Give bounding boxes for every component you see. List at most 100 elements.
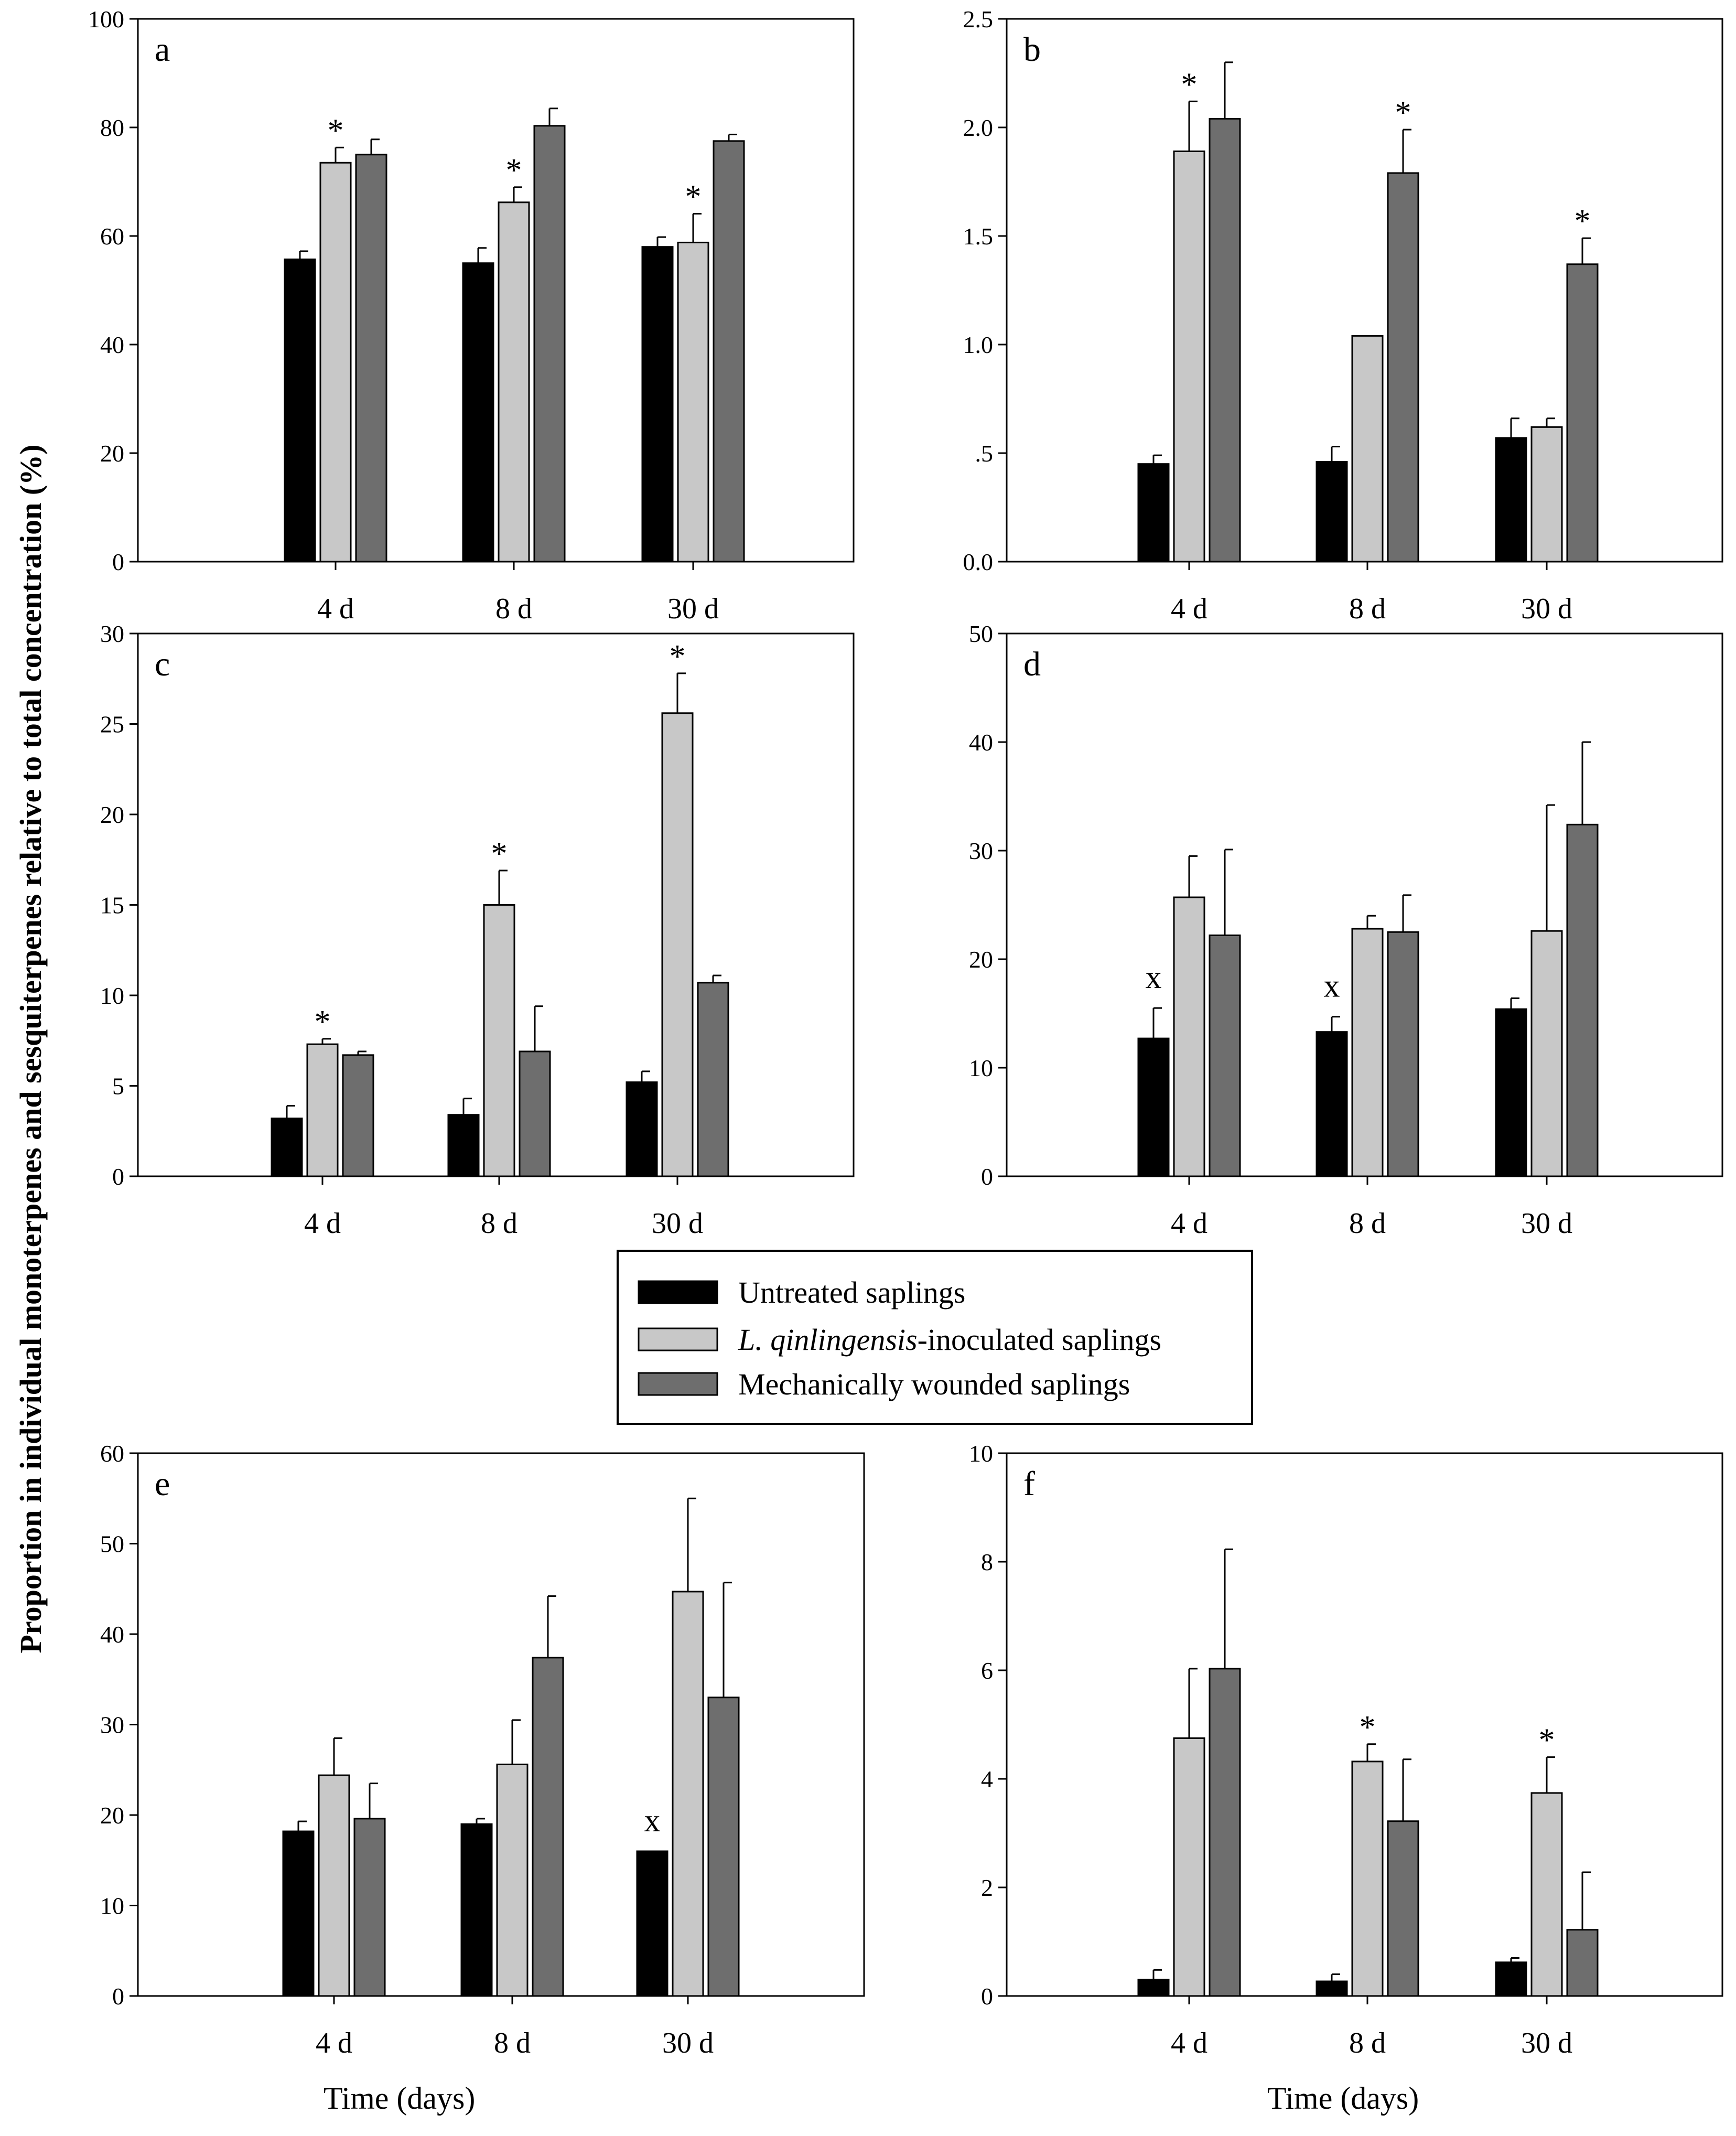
panel-b: 0.0 .5 1.0 1.5 2.0 2.5 4 d 8 d 30 d * * * b <box>963 6 1723 625</box>
bar-wounded <box>532 1657 564 1997</box>
x-category-label: 4 d <box>1171 2027 1207 2059</box>
bar-wounded <box>533 125 566 563</box>
bar-inoculated <box>1351 928 1384 1177</box>
bar-inoculated <box>496 1763 529 1997</box>
panel-label: b <box>1023 30 1041 69</box>
y-axis-title: Proportion in individual monoterpenes an… <box>14 445 48 1654</box>
legend-label-wounded: Mechanically wounded saplings <box>738 1367 1130 1401</box>
y-tick-label: 20 <box>100 1802 124 1829</box>
bar-wounded <box>1387 1820 1419 1997</box>
bar-wounded <box>707 1697 740 1997</box>
x-axis-title: Time (days) <box>324 2081 475 2116</box>
bar-wounded <box>1566 263 1599 563</box>
bar-untreated <box>447 1114 480 1177</box>
bar-untreated <box>1316 1031 1348 1177</box>
bar-wounded <box>342 1054 374 1177</box>
bar-wounded <box>1566 1929 1599 1997</box>
bar-untreated <box>626 1081 658 1177</box>
bar-untreated <box>282 1830 315 1997</box>
legend-box: Untreated saplings L. qinlingensis-inocu… <box>617 1250 1253 1425</box>
y-tick-label: 2 <box>981 1874 993 1901</box>
y-tick-label: 4 <box>981 1766 993 1792</box>
y-tick-label: 2.0 <box>963 114 994 141</box>
panel-label: a <box>155 30 170 69</box>
bar-untreated <box>636 1850 668 1997</box>
significance-mark: * <box>1395 95 1411 131</box>
y-tick-label: 10 <box>100 982 124 1009</box>
bar-wounded <box>697 982 729 1177</box>
bar-untreated <box>1495 1961 1527 1997</box>
y-tick-label: 8 <box>981 1549 993 1575</box>
bar-wounded <box>353 1818 386 1997</box>
bar-untreated <box>1316 1980 1348 1997</box>
y-tick-label: 100 <box>88 6 124 33</box>
bar-inoculated <box>318 1774 350 1997</box>
panel-label: d <box>1023 645 1041 683</box>
y-tick-label: 0 <box>981 1163 993 1190</box>
significance-mark: * <box>315 1004 331 1040</box>
bar-untreated <box>1137 463 1170 563</box>
bar-inoculated <box>672 1591 704 1997</box>
y-tick-label: 0 <box>112 1983 124 2010</box>
bar-inoculated <box>483 904 515 1177</box>
panel-e: 0 10 20 30 40 50 60 4 d 8 d 30 d x e Time (days) <box>100 1440 865 2116</box>
legend-swatch-untreated <box>638 1280 718 1304</box>
y-tick-label: 30 <box>100 1712 124 1738</box>
bar-inoculated <box>1173 1737 1205 1997</box>
bar-untreated <box>271 1118 303 1177</box>
bar-inoculated <box>319 162 352 563</box>
x-category-label: 8 d <box>1349 2027 1386 2059</box>
y-tick-label: 40 <box>100 1621 124 1648</box>
x-category-label: 4 d <box>304 1207 341 1240</box>
panel-c: 0 5 10 15 20 25 30 4 d 8 d 30 d * * * c <box>100 620 855 1240</box>
bar-inoculated <box>1530 1792 1563 1997</box>
x-category-label: 8 d <box>494 2027 531 2059</box>
panel-a: 0 20 40 60 80 100 4 d 8 d 30 d * * * a <box>88 6 855 625</box>
bar-inoculated <box>306 1043 339 1177</box>
bar-untreated <box>460 1823 493 1997</box>
y-tick-label: 2.5 <box>963 6 994 33</box>
y-tick-label: 25 <box>100 711 124 738</box>
bar-inoculated <box>661 712 694 1177</box>
bar-wounded <box>355 154 387 563</box>
y-tick-label: 15 <box>100 892 124 919</box>
y-tick-label: 30 <box>100 620 124 647</box>
significance-mark: * <box>670 639 686 674</box>
bar-wounded <box>1209 934 1241 1177</box>
significance-mark: * <box>1360 1710 1376 1745</box>
x-category-label: 8 d <box>495 593 532 625</box>
significance-mark: x <box>1146 960 1162 995</box>
bar-wounded <box>1387 172 1419 563</box>
y-tick-label: 50 <box>969 620 993 647</box>
y-tick-label: 80 <box>100 114 124 141</box>
x-category-label: 8 d <box>1349 1207 1386 1240</box>
bar-untreated <box>1137 1979 1170 1997</box>
bar-untreated <box>1137 1037 1170 1177</box>
bar-inoculated <box>677 241 709 563</box>
y-tick-label: 0 <box>112 1163 124 1190</box>
bar-inoculated <box>1173 896 1205 1177</box>
legend-swatch-inoculated <box>638 1327 718 1351</box>
x-category-label: 4 d <box>316 2027 352 2059</box>
x-category-label: 8 d <box>481 1207 517 1240</box>
y-tick-label: 0 <box>981 1983 993 2010</box>
x-category-label: 30 d <box>1521 593 1572 625</box>
panel-f: 0 2 4 6 8 10 4 d 8 d 30 d * * f Time (days) <box>969 1440 1723 2116</box>
y-tick-label: 20 <box>969 946 993 973</box>
y-tick-label: 0.0 <box>963 549 994 575</box>
bar-untreated <box>1495 437 1527 563</box>
bar-wounded <box>1566 823 1599 1177</box>
y-tick-label: 10 <box>969 1055 993 1081</box>
legend-label-untreated: Untreated saplings <box>738 1275 965 1309</box>
bar-untreated <box>641 246 674 563</box>
significance-mark: x <box>1324 969 1340 1004</box>
significance-mark: * <box>491 836 508 872</box>
y-tick-label: 60 <box>100 1440 124 1467</box>
panel-d: 0 10 20 30 40 50 4 d 8 d 30 d x x d <box>969 620 1723 1240</box>
y-tick-label: 0 <box>112 549 124 575</box>
panel-label: f <box>1023 1465 1035 1503</box>
significance-mark: * <box>328 113 344 148</box>
x-category-label: 30 d <box>1521 1207 1572 1240</box>
x-category-label: 30 d <box>662 2027 714 2059</box>
